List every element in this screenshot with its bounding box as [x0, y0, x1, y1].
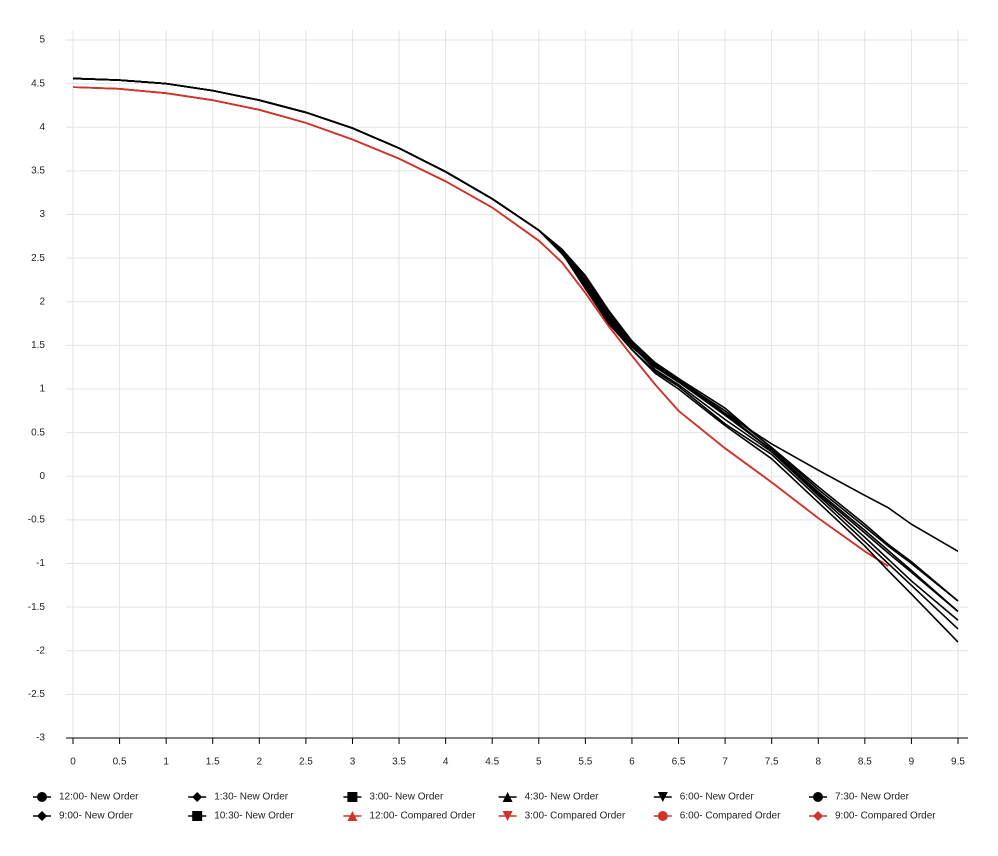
- series-line: [72, 77, 959, 552]
- legend-label: 12:00- Compared Order: [369, 811, 476, 822]
- y-tick-label: -1: [36, 558, 45, 569]
- y-tick-label: 3.5: [31, 166, 45, 177]
- series-line: [72, 86, 889, 567]
- y-tick-label: 4: [39, 122, 45, 133]
- legend-label: 9:00- New Order: [59, 811, 134, 822]
- legend-marker: [813, 811, 823, 821]
- legend-marker: [813, 792, 823, 802]
- x-tick-label: 9.5: [951, 757, 965, 768]
- series-line: [72, 86, 889, 567]
- x-tick-label: 4: [443, 757, 449, 768]
- series-line: [72, 86, 889, 567]
- y-tick-label: 0: [39, 471, 45, 482]
- y-tick-label: 4.5: [31, 78, 45, 89]
- x-tick-label: 8: [815, 757, 821, 768]
- y-tick-label: 2.5: [31, 253, 45, 264]
- legend-label: 7:30- New Order: [835, 792, 910, 803]
- x-tick-label: 2: [257, 757, 263, 768]
- y-tick-label: -1.5: [28, 602, 46, 613]
- x-tick-label: 9: [909, 757, 915, 768]
- x-tick-label: 8.5: [858, 757, 872, 768]
- x-tick-label: 3: [350, 757, 356, 768]
- x-tick-label: 2.5: [299, 757, 313, 768]
- legend-marker: [502, 811, 513, 821]
- x-tick-label: 5: [536, 757, 542, 768]
- series-line: [72, 77, 959, 621]
- legend-label: 12:00- New Order: [59, 792, 139, 803]
- legend-label: 6:00- New Order: [680, 792, 755, 803]
- legend-marker: [657, 792, 668, 802]
- x-tick-label: 7.5: [765, 757, 779, 768]
- legend-marker: [347, 811, 358, 821]
- x-tick-label: 6: [629, 757, 635, 768]
- legend-label: 4:30- New Order: [525, 792, 600, 803]
- legend-label: 1:30- New Order: [214, 792, 289, 803]
- legend-marker: [657, 811, 668, 821]
- legend-label: 10:30- New Order: [214, 811, 294, 822]
- x-tick-label: 1: [163, 757, 169, 768]
- series-line: [72, 86, 889, 567]
- x-tick-label: 4.5: [485, 757, 499, 768]
- x-tick-label: 1.5: [206, 757, 220, 768]
- x-tick-label: 0: [70, 757, 76, 768]
- y-tick-label: 2: [39, 296, 45, 307]
- y-tick-label: 3: [39, 209, 45, 220]
- y-tick-label: 1: [39, 384, 45, 395]
- y-tick-label: -2: [36, 645, 45, 656]
- y-tick-label: -2.5: [28, 689, 46, 700]
- legend-marker: [502, 792, 513, 802]
- y-tick-label: -3: [36, 733, 45, 744]
- legend-label: 3:00- Compared Order: [525, 811, 626, 822]
- y-tick-label: 5: [39, 35, 45, 46]
- y-tick-label: 0.5: [31, 427, 45, 438]
- legend-label: 3:00- New Order: [369, 792, 444, 803]
- legend-marker: [347, 792, 358, 802]
- x-tick-label: 0.5: [113, 757, 127, 768]
- legend-label: 9:00- Compared Order: [835, 811, 936, 822]
- x-tick-label: 5.5: [578, 757, 592, 768]
- x-tick-label: 3.5: [392, 757, 406, 768]
- x-tick-label: 6.5: [672, 757, 686, 768]
- legend-label: 6:00- Compared Order: [680, 811, 781, 822]
- legend-marker: [37, 792, 47, 802]
- series-line: [72, 77, 959, 630]
- y-tick-label: 1.5: [31, 340, 45, 351]
- series-line: [72, 77, 959, 643]
- y-tick-label: -0.5: [28, 515, 46, 526]
- legend-marker: [192, 811, 203, 821]
- legend-marker: [37, 811, 47, 821]
- x-tick-label: 7: [722, 757, 728, 768]
- legend-marker: [192, 792, 203, 802]
